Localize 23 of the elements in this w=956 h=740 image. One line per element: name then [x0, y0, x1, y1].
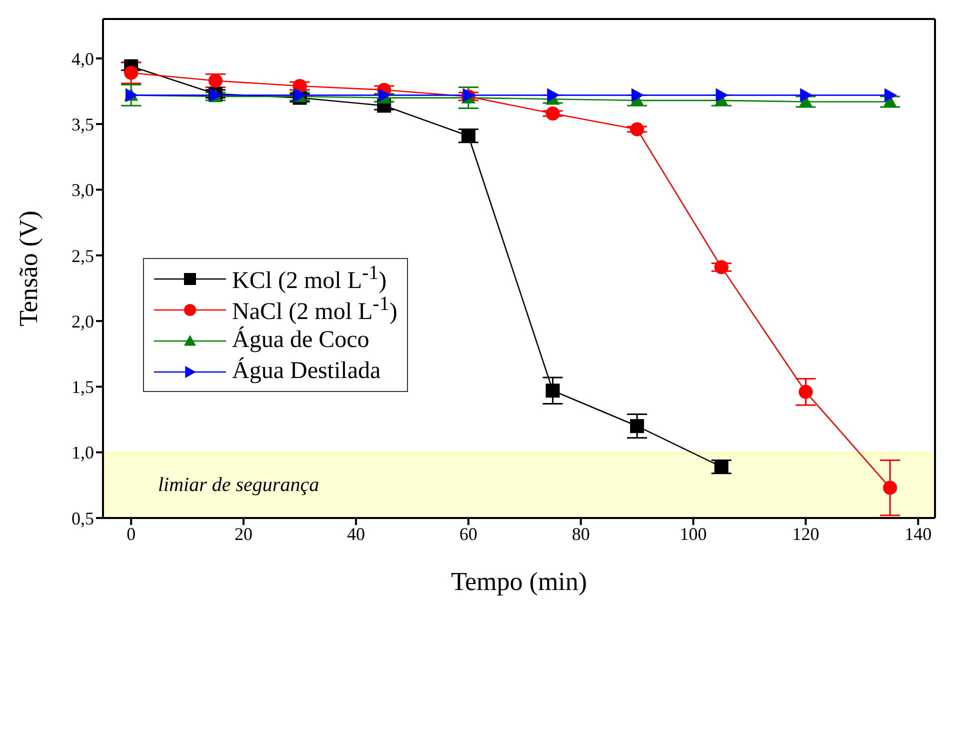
y-tick-label: 1,5	[72, 377, 94, 398]
legend-label: Água Destilada	[232, 358, 381, 385]
y-axis-title: Tensão (V)	[14, 210, 44, 326]
x-tick-label: 0	[126, 524, 136, 544]
band-label: limiar de segurança	[158, 474, 320, 496]
legend-label: KCl (2 mol L$^{-1}$)	[232, 262, 387, 295]
x-tick-label: 60	[459, 524, 478, 544]
x-tick-label: 120	[792, 524, 820, 544]
x-tick-label: 140	[904, 524, 932, 544]
y-tick-label: 2,0	[72, 311, 94, 332]
x-tick-label: 100	[680, 524, 707, 544]
x-tick-label: 80	[572, 524, 590, 544]
x-axis-title: Tempo (min)	[450, 567, 588, 596]
y-tick-label: 2,5	[72, 246, 94, 266]
y-tick-label: 3,5	[72, 114, 94, 134]
legend-label: Água de Coco	[232, 327, 370, 354]
y-tick-label: 4,0	[72, 48, 94, 69]
legend-label: NaCl (2 mol L$^{-1}$)	[232, 293, 398, 326]
x-tick-label: 20	[234, 524, 253, 544]
y-tick-label: 3,0	[72, 180, 94, 200]
x-tick-label: 40	[346, 524, 365, 544]
y-tick-label: 1,0	[72, 442, 94, 463]
y-tick-label: 0,5	[72, 508, 94, 528]
